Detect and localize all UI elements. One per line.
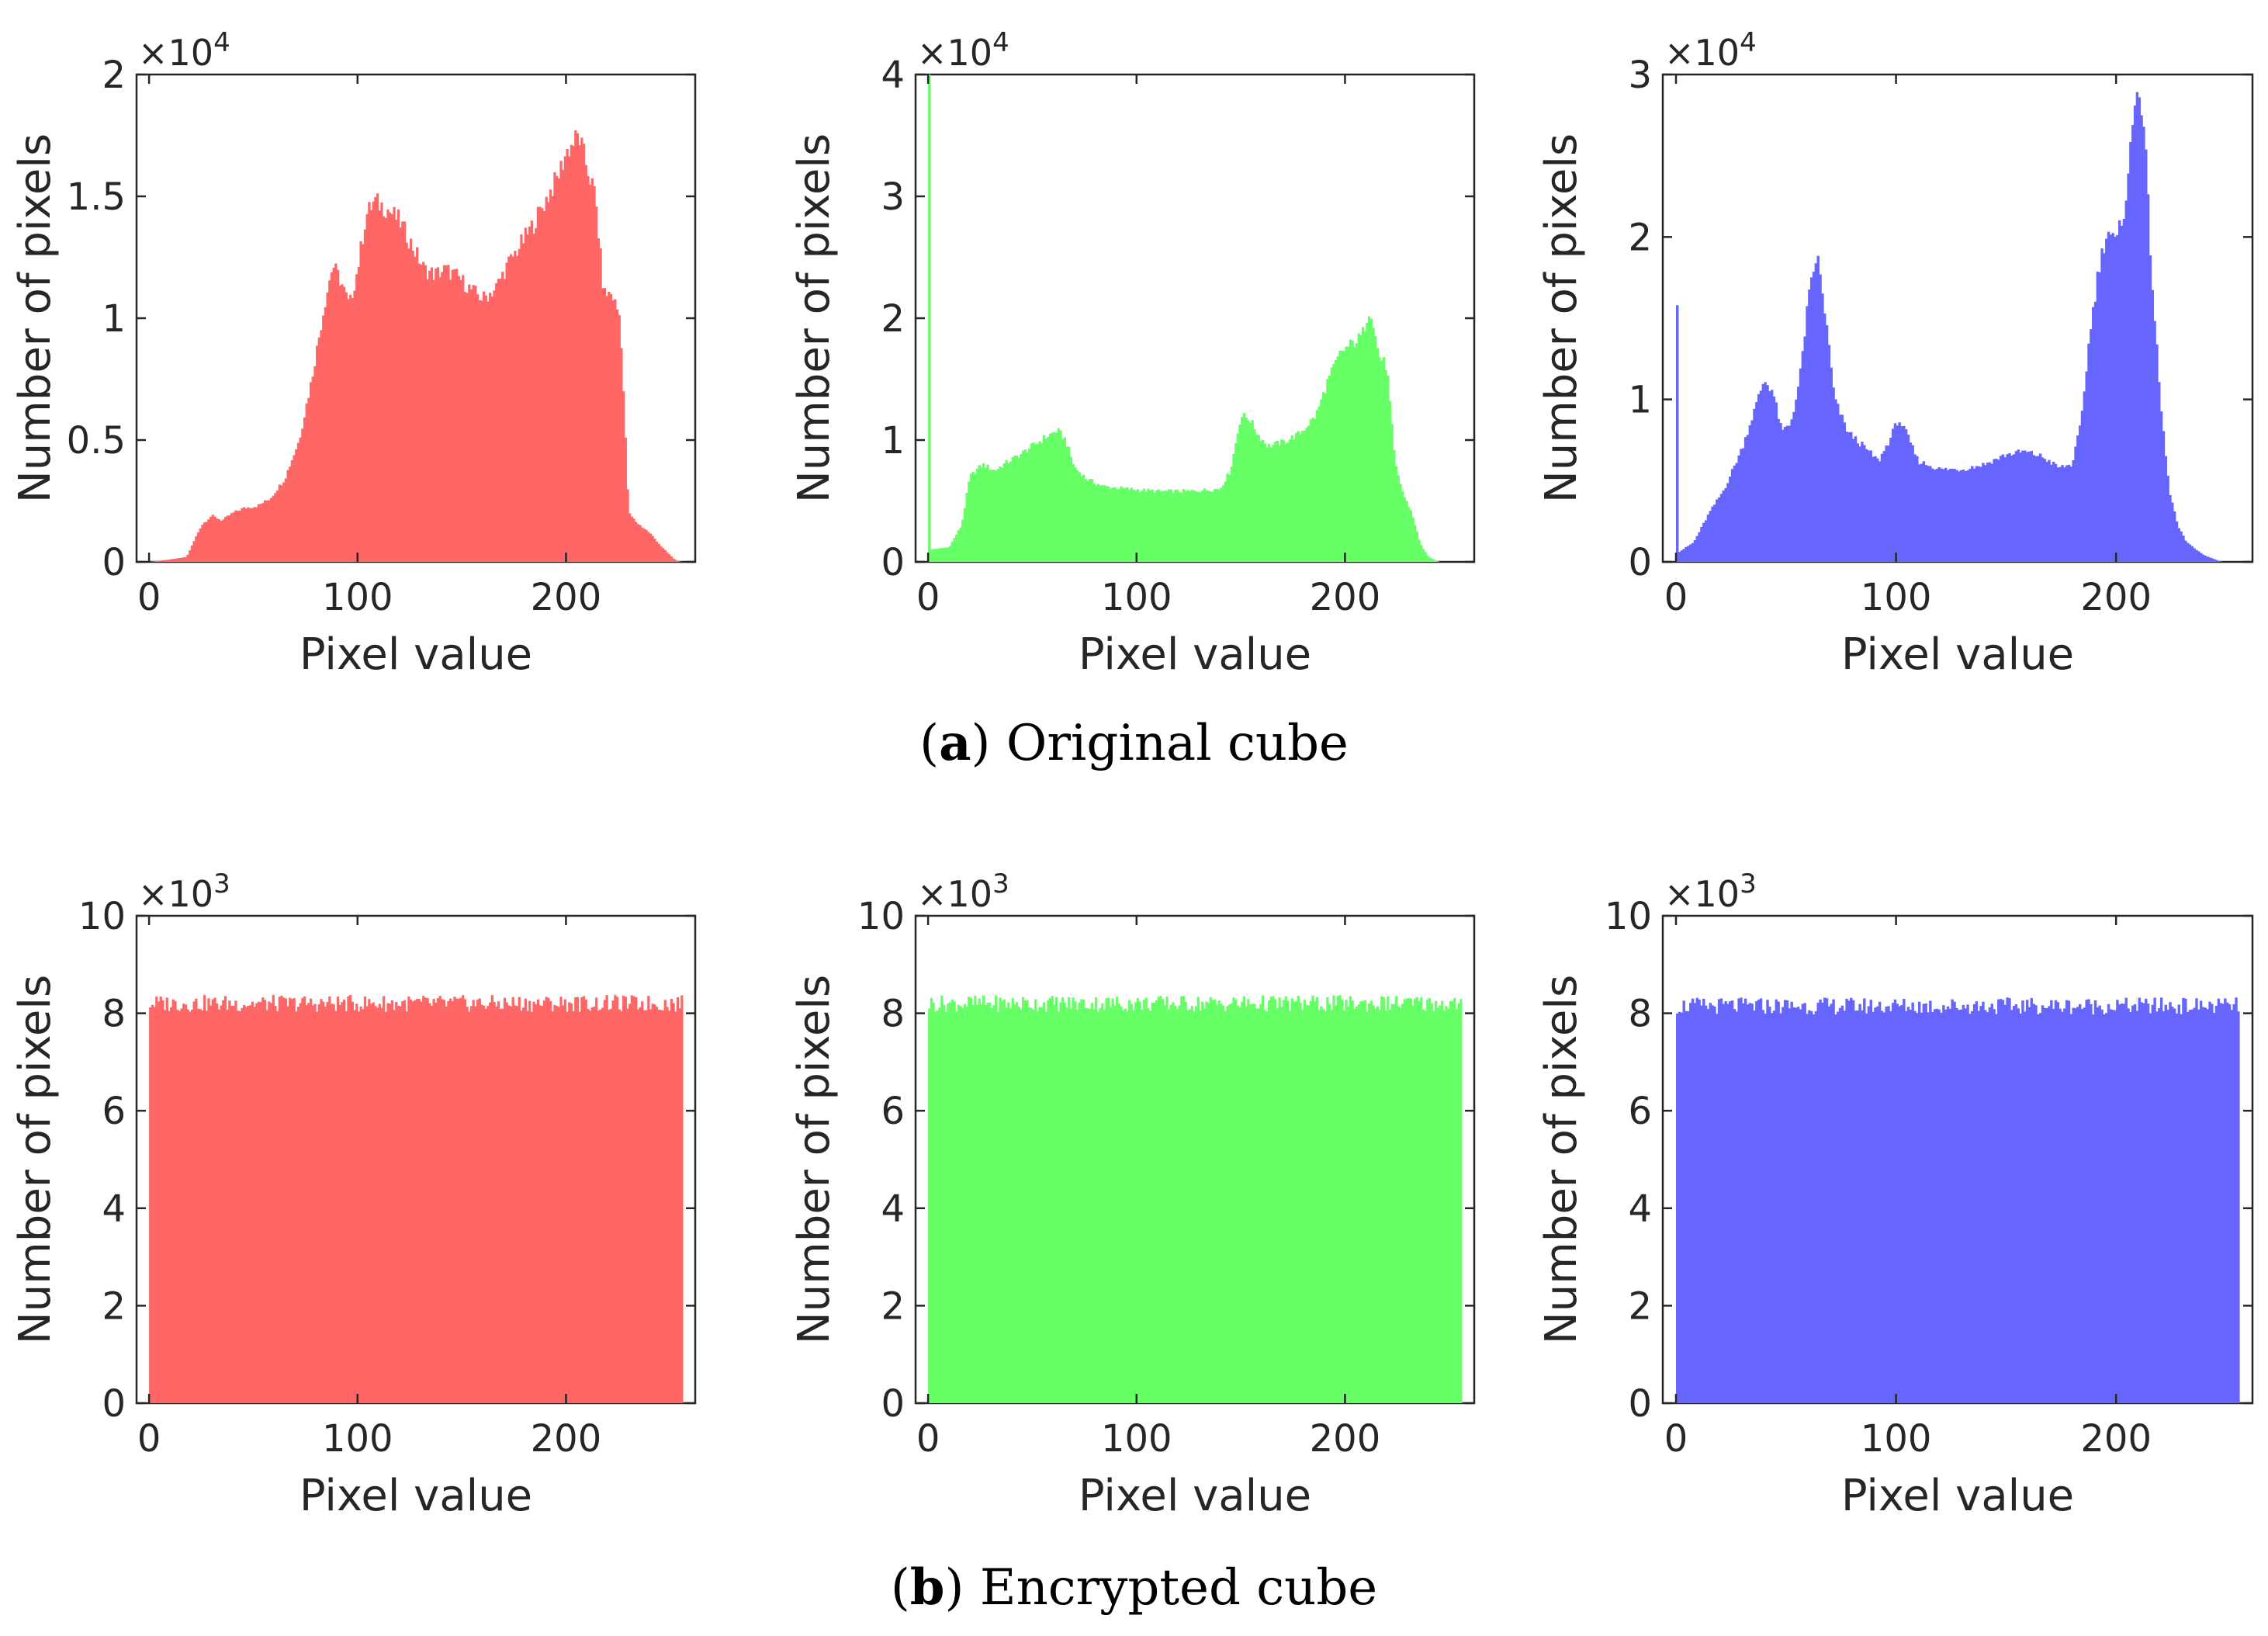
y-tick-label: 1 bbox=[1628, 379, 1652, 422]
x-tick-label: 100 bbox=[322, 1417, 393, 1461]
caption-a-text: Original cube bbox=[1006, 715, 1349, 772]
y-tick-label: 2 bbox=[1628, 1284, 1652, 1328]
x-axis-label: Pixel value bbox=[1841, 1471, 2074, 1521]
exponent-label: ×104 bbox=[1664, 27, 1757, 74]
y-axis-label: Number of pixels bbox=[1536, 975, 1587, 1344]
exponent-label: ×104 bbox=[138, 27, 230, 74]
y-axis-label: Number of pixels bbox=[1536, 133, 1587, 503]
y-tick-label: 6 bbox=[102, 1090, 126, 1133]
caption-b-text: Encrypted cube bbox=[980, 1559, 1377, 1617]
exponent-label: ×103 bbox=[917, 868, 1009, 915]
panel-a-red: 0 100 200 0 0.5 1 1.5 2 ×104 Pixel value Number of… bbox=[10, 27, 695, 680]
y-tick-label: 6 bbox=[1628, 1090, 1652, 1133]
caption-b-letter: b bbox=[910, 1558, 945, 1617]
histogram-bar bbox=[928, 75, 930, 562]
caption-a: (a) Original cube bbox=[0, 714, 2268, 772]
x-tick-label: 100 bbox=[322, 576, 393, 619]
x-tick-label: 200 bbox=[531, 1417, 602, 1461]
y-tick-label: 8 bbox=[102, 993, 126, 1036]
y-tick-label: 3 bbox=[881, 175, 905, 219]
y-tick-label: 8 bbox=[881, 993, 905, 1036]
x-tick-label: 100 bbox=[1861, 576, 1932, 619]
y-tick-label: 0 bbox=[1628, 1382, 1652, 1426]
x-axis-label: Pixel value bbox=[300, 1471, 532, 1521]
panel-a-blue: 0 100 200 0 1 2 3 ×104 Pixel value Number of pixe… bbox=[1536, 27, 2252, 680]
x-tick-label: 0 bbox=[137, 576, 161, 619]
histogram-bar bbox=[680, 995, 683, 1403]
x-tick-label: 100 bbox=[1101, 1417, 1172, 1461]
y-tick-label: 4 bbox=[881, 1187, 905, 1231]
y-tick-label: 4 bbox=[1628, 1187, 1652, 1231]
x-tick-label: 200 bbox=[1310, 1417, 1381, 1461]
y-tick-label: 1 bbox=[102, 297, 126, 341]
y-tick-label: 1.5 bbox=[67, 175, 126, 219]
x-tick-label: 100 bbox=[1101, 576, 1172, 619]
histogram-bar bbox=[1676, 305, 1678, 562]
y-tick-label: 0 bbox=[1628, 541, 1652, 584]
x-tick-label: 0 bbox=[916, 1417, 940, 1461]
y-tick-label: 4 bbox=[102, 1187, 126, 1231]
panel-a-green: 0 100 200 0 1 2 3 4 ×104 Pixel value Number of pix… bbox=[789, 27, 1474, 680]
x-axis-label: Pixel value bbox=[1841, 629, 2074, 680]
x-axis-label: Pixel value bbox=[300, 629, 532, 680]
y-tick-label: 4 bbox=[881, 54, 905, 97]
histogram-bar bbox=[679, 561, 681, 562]
x-tick-label: 0 bbox=[1664, 576, 1688, 619]
y-tick-label: 3 bbox=[1628, 54, 1652, 97]
y-tick-label: 2 bbox=[102, 54, 126, 97]
panel-b-blue: 0 100 200 0 2 4 6 8 10 ×103 Pixel value Number of p… bbox=[1536, 868, 2252, 1521]
y-axis-label: Number of pixels bbox=[10, 975, 61, 1344]
y-tick-label: 10 bbox=[78, 895, 126, 938]
x-tick-label: 200 bbox=[531, 576, 602, 619]
y-tick-label: 2 bbox=[881, 297, 905, 341]
y-tick-label: 0 bbox=[102, 541, 126, 584]
y-tick-label: 2 bbox=[1628, 216, 1652, 259]
y-tick-label: 6 bbox=[881, 1090, 905, 1133]
y-tick-label: 2 bbox=[881, 1284, 905, 1328]
y-tick-label: 0 bbox=[881, 541, 905, 584]
y-axis-label: Number of pixels bbox=[10, 133, 61, 503]
exponent-label: ×103 bbox=[1664, 868, 1757, 915]
x-tick-label: 0 bbox=[137, 1417, 161, 1461]
y-tick-label: 1 bbox=[881, 419, 905, 463]
exponent-label: ×104 bbox=[917, 27, 1009, 74]
y-tick-label: 2 bbox=[102, 1284, 126, 1328]
y-tick-label: 8 bbox=[1628, 993, 1652, 1036]
x-tick-label: 100 bbox=[1861, 1417, 1932, 1461]
x-axis-label: Pixel value bbox=[1079, 1471, 1311, 1521]
x-tick-label: 0 bbox=[916, 576, 940, 619]
histogram-bar bbox=[2219, 561, 2221, 562]
y-tick-label: 0.5 bbox=[67, 419, 126, 463]
y-axis-label: Number of pixels bbox=[789, 133, 840, 503]
x-axis-label: Pixel value bbox=[1079, 629, 1311, 680]
x-tick-label: 200 bbox=[2080, 1417, 2152, 1461]
x-tick-label: 200 bbox=[2080, 576, 2152, 619]
y-tick-label: 0 bbox=[881, 1382, 905, 1426]
caption-a-letter: a bbox=[939, 714, 971, 772]
x-tick-label: 200 bbox=[1310, 576, 1381, 619]
y-tick-label: 10 bbox=[857, 895, 905, 938]
panel-b-green: 0 100 200 0 2 4 6 8 10 ×103 Pixel value Number of p… bbox=[789, 868, 1474, 1521]
caption-b: (b) Encrypted cube bbox=[0, 1558, 2268, 1617]
histogram-bar bbox=[1437, 561, 1439, 562]
exponent-label: ×103 bbox=[138, 868, 230, 915]
x-tick-label: 0 bbox=[1664, 1417, 1688, 1461]
panel-b-red: 0 100 200 0 2 4 6 8 10 ×103 Pixel value Number of p… bbox=[10, 868, 695, 1521]
y-tick-label: 10 bbox=[1605, 895, 1652, 938]
y-axis-label: Number of pixels bbox=[789, 975, 840, 1344]
y-tick-label: 0 bbox=[102, 1382, 126, 1426]
histogram-bar bbox=[1459, 999, 1462, 1403]
histogram-bar bbox=[2237, 1011, 2239, 1403]
